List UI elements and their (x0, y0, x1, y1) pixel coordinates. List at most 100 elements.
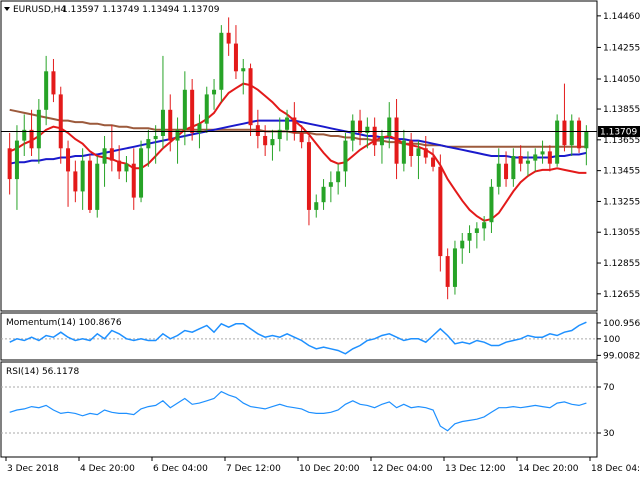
candle (292, 102, 297, 141)
candle (233, 25, 238, 79)
dropdown-triangle-icon (4, 7, 10, 11)
candle-body (124, 163, 129, 172)
candle (555, 114, 560, 167)
candle (569, 114, 574, 156)
candle (504, 151, 509, 187)
candle (95, 156, 100, 218)
candle (416, 140, 421, 180)
candle (438, 154, 443, 272)
candle (299, 125, 304, 149)
candle-body (372, 126, 377, 146)
candle (423, 135, 428, 164)
candle-body (350, 120, 355, 141)
momentum-path (9, 321, 587, 355)
momentum-label: Momentum(14) 100.8676 (6, 318, 122, 328)
candle-body (204, 94, 209, 124)
candle-body (365, 126, 370, 133)
candle-body (197, 123, 202, 133)
price-axis: 1.14460 1.14255 1.14050 1.13855 1.13655 1.134… (597, 12, 640, 300)
time-tick-label: 13 Dec 12:00 (445, 464, 506, 474)
candle (168, 94, 173, 152)
candle-body (314, 202, 319, 210)
candle-body (66, 148, 71, 172)
candle (474, 222, 479, 249)
candle (314, 194, 319, 218)
price-tick-label: 1.14050 (603, 75, 640, 85)
last-price-tag: 1.13709 (598, 126, 640, 138)
candle (518, 145, 523, 172)
candle-body (160, 109, 165, 136)
price-tick-label: 1.12655 (603, 290, 640, 300)
candle-body (233, 43, 238, 72)
candle (87, 154, 92, 213)
candle (358, 109, 363, 146)
candle (102, 135, 107, 187)
candle (321, 179, 326, 210)
price-tick-label: 1.12855 (603, 259, 640, 269)
candle-body (102, 148, 107, 164)
candle (511, 148, 516, 187)
candle (7, 132, 12, 195)
candle-body (504, 163, 509, 180)
momentum-tick-label: 100 (603, 335, 620, 345)
candle-body (146, 139, 151, 149)
price-panel: EURUSD,H4 1.13597 1.13749 1.13494 1.1370… (0, 0, 640, 312)
candle-body (212, 89, 217, 95)
symbol-title: EURUSD,H4 (13, 5, 66, 15)
candle-body (394, 117, 399, 164)
candle-body (51, 71, 56, 95)
candle-body (336, 171, 341, 183)
candle (409, 132, 414, 167)
candle-body (80, 160, 85, 192)
candle-body (22, 129, 27, 141)
time-tick-label: 12 Dec 04:00 (372, 464, 433, 474)
price-tick-label: 1.13255 (603, 197, 640, 207)
rsi-axis: 70 30 (597, 383, 615, 439)
candle-body (263, 135, 268, 146)
candle (562, 83, 567, 152)
candle (204, 86, 209, 133)
candle-body (569, 120, 574, 146)
candle (577, 117, 582, 153)
candle-body (87, 160, 92, 210)
candle-body (270, 139, 275, 146)
candle-body (292, 117, 297, 133)
candle-body (7, 148, 12, 180)
candle-body (555, 120, 560, 164)
candle-body (219, 32, 224, 90)
candle-body (452, 248, 457, 287)
candle (109, 125, 114, 172)
candle (29, 109, 34, 156)
candle-body (285, 117, 290, 130)
candle (285, 109, 290, 141)
sma-slow-path (9, 108, 587, 148)
ohlc-values: 1.13597 1.13749 1.13494 1.13709 (62, 5, 220, 15)
candle (372, 117, 377, 156)
candle-body (328, 182, 333, 187)
candle (73, 160, 78, 203)
candles (7, 17, 589, 300)
candle-body (445, 256, 450, 287)
candle (51, 58, 56, 103)
candle (394, 99, 399, 180)
candle (58, 86, 63, 164)
rsi-tick-label: 70 (603, 383, 615, 393)
candle-body (182, 89, 187, 130)
candle-body (540, 151, 545, 155)
candle-body (562, 120, 567, 146)
candle (182, 71, 187, 146)
candle (460, 233, 465, 264)
candle (66, 140, 71, 207)
candle (452, 240, 457, 295)
candle-body (416, 148, 421, 156)
candle (139, 140, 144, 203)
candle (80, 148, 85, 210)
candle-body (489, 186, 494, 223)
candle-body (139, 148, 144, 198)
candle-body (226, 32, 231, 44)
candle-body (44, 71, 49, 110)
candle-body (518, 156, 523, 164)
price-title: EURUSD,H4 1.13597 1.13749 1.13494 1.1370… (4, 5, 220, 15)
